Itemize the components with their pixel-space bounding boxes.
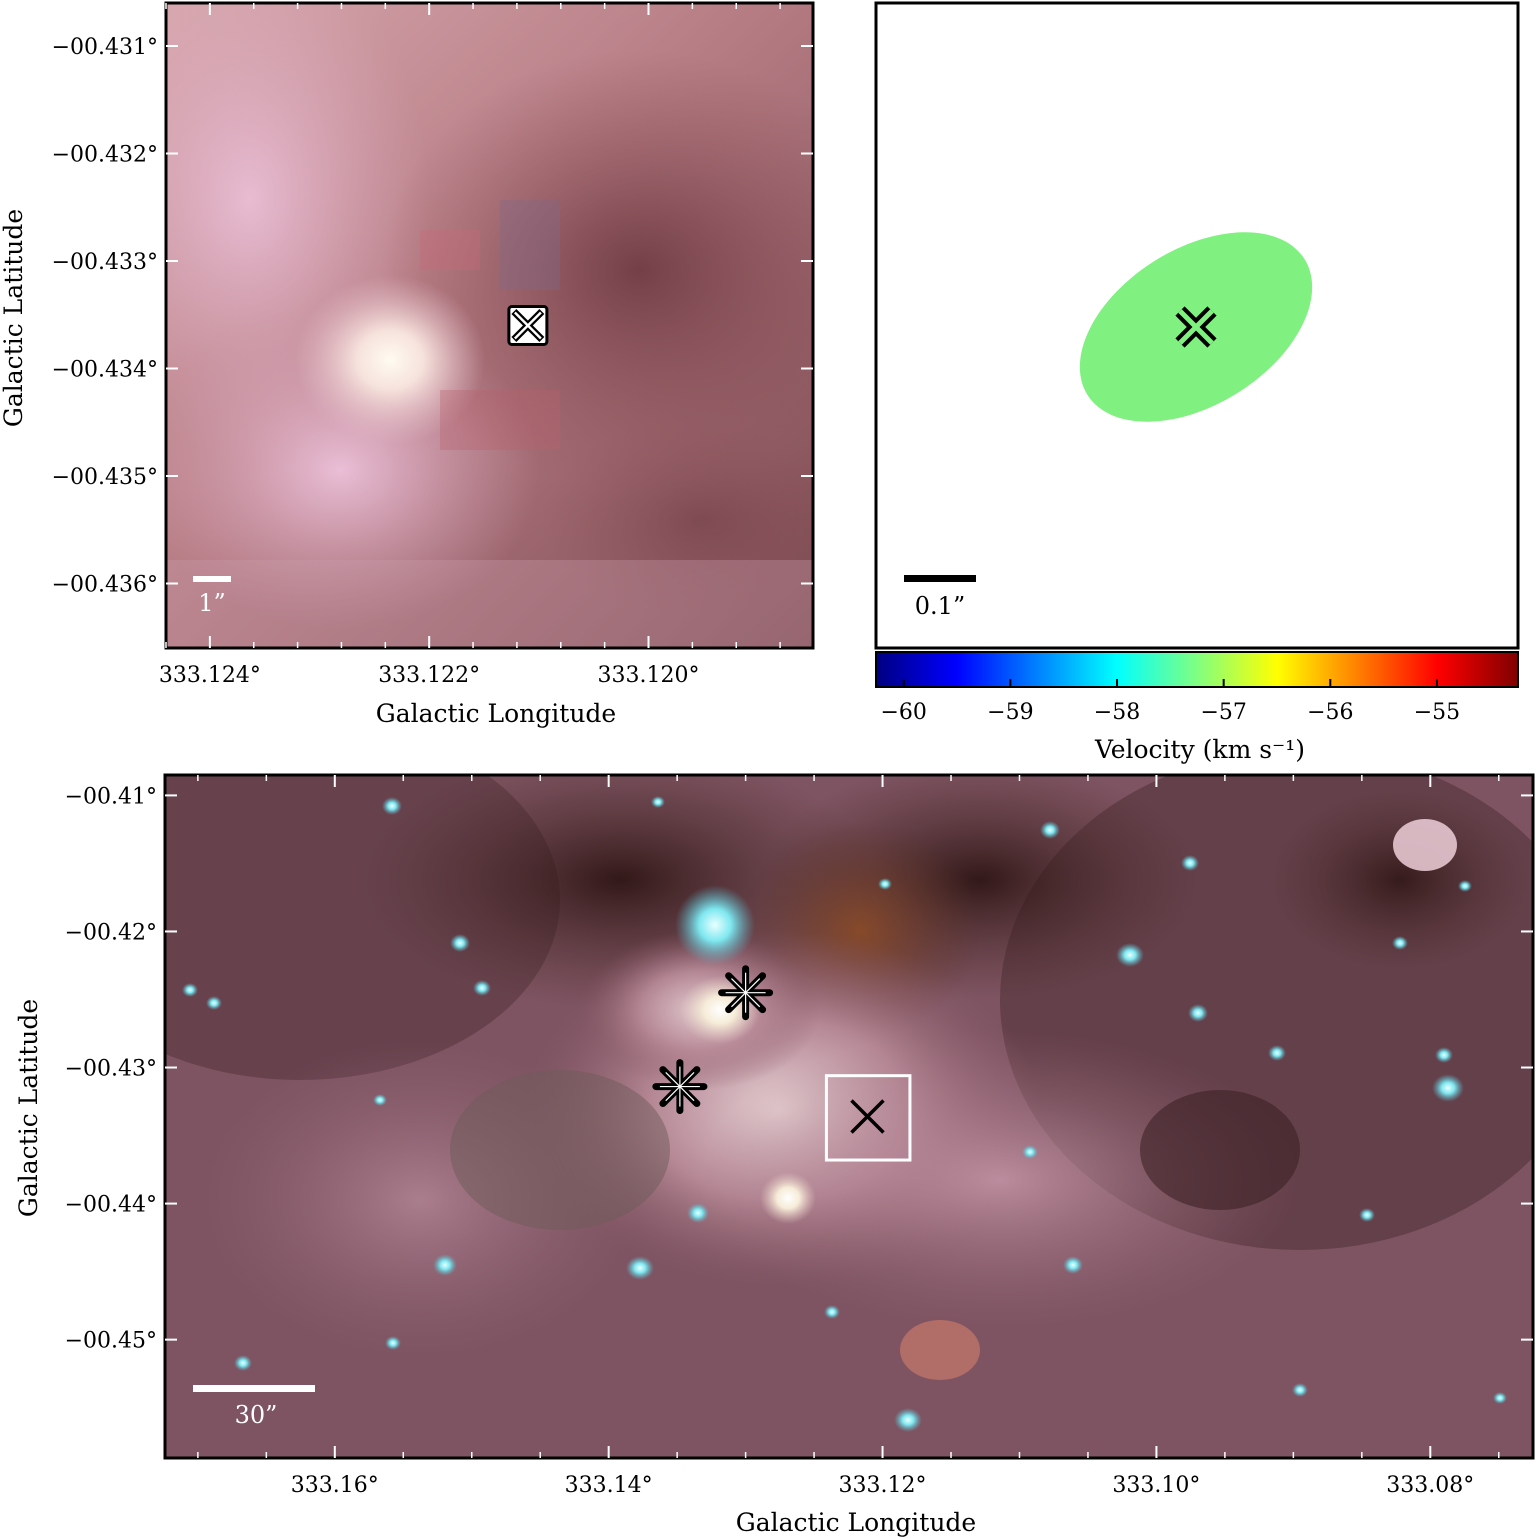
colorbar-tick-label: −55 — [1414, 700, 1460, 725]
top-left-y-tick-label: −00.432° — [52, 143, 158, 168]
bottom-asterisk-marker — [652, 1059, 708, 1115]
bottom-y-tick-label: −00.41° — [65, 784, 157, 809]
top-left-ticks — [165, 3, 813, 648]
panel-top-left: −00.431° −00.432° −00.433° −00.434° −00.435°… — [0, 1, 815, 728]
bottom-x-tick-label: 333.14° — [565, 1473, 653, 1498]
top-left-x-tick-label: 333.120° — [598, 663, 700, 688]
colorbar-ticks — [902, 679, 1438, 687]
top-left-y-axis-title: Galactic Latitude — [0, 209, 28, 427]
bottom-scale-bar — [193, 1385, 315, 1392]
top-left-x-tick-label: 333.122° — [378, 663, 480, 688]
bottom-y-tick-label: −00.45° — [65, 1329, 157, 1354]
bottom-image — [165, 775, 1533, 1458]
top-left-x-tick-label: 333.124° — [159, 663, 261, 688]
top-left-y-tick-label: −00.435° — [52, 465, 158, 490]
top-left-scale-label: 1” — [198, 589, 226, 617]
panel-bottom: −00.41° −00.42° −00.43° −00.44° −00.45° 333.… — [14, 773, 1535, 1537]
colorbar-tick-label: −57 — [1200, 700, 1246, 725]
top-left-x-axis-title: Galactic Longitude — [376, 699, 616, 728]
bottom-x-marker — [850, 1099, 885, 1134]
top-left-frame — [164, 1, 815, 650]
bottom-markers — [652, 965, 885, 1134]
top-right-scale-bar — [904, 575, 976, 582]
top-left-y-tick-label: −00.436° — [52, 573, 158, 598]
bottom-scale-label: 30” — [235, 1401, 278, 1429]
panel-top-right: 0.1” −60 −59 −58 −57 −56 −55 Velocity (km s⁻¹… — [874, 1, 1520, 764]
colorbar-tick-label: −59 — [987, 700, 1033, 725]
bottom-asterisk-marker — [718, 965, 774, 1021]
top-left-y-tick-label: −00.433° — [52, 250, 158, 275]
top-right-marker-x — [1175, 306, 1217, 348]
top-left-y-tick-label: −00.434° — [52, 358, 158, 383]
bottom-x-tick-label: 333.10° — [1112, 1473, 1200, 1498]
bottom-y-tick-labels: −00.41° −00.42° −00.43° −00.44° −00.45° — [65, 784, 157, 1353]
top-left-source-marker — [507, 305, 549, 346]
colorbar-tick-label: −56 — [1307, 700, 1353, 725]
colorbar-label: Velocity (km s⁻¹) — [1094, 735, 1305, 764]
bottom-ticks — [165, 775, 1533, 1458]
bottom-y-tick-label: −00.44° — [65, 1193, 157, 1218]
colorbar-tick-labels: −60 −59 −58 −57 −56 −55 — [881, 700, 1461, 725]
top-left-y-tick-labels: −00.431° −00.432° −00.433° −00.434° −00.435°… — [52, 35, 158, 598]
bottom-x-tick-labels: 333.16° 333.14° 333.12° 333.10° 333.08° — [291, 1473, 1474, 1498]
bottom-y-tick-label: −00.43° — [65, 1057, 157, 1082]
bottom-y-axis-title: Galactic Latitude — [14, 999, 43, 1217]
bottom-y-tick-label: −00.42° — [65, 920, 157, 945]
bottom-x-tick-label: 333.08° — [1386, 1473, 1474, 1498]
x-stroke — [850, 1099, 885, 1134]
bottom-x-tick-label: 333.16° — [291, 1473, 379, 1498]
top-right-scale-label: 0.1” — [915, 592, 965, 620]
zoom-region-box — [824, 1074, 912, 1162]
colorbar-tick-label: −60 — [881, 700, 927, 725]
asterisk-arm-core — [731, 978, 761, 1008]
top-left-image — [166, 3, 813, 648]
asterisk-arm-core — [665, 1072, 695, 1102]
top-left-scale-bar — [193, 576, 231, 582]
top-left-markers — [507, 305, 549, 346]
bottom-x-tick-label: 333.12° — [839, 1473, 927, 1498]
colorbar — [875, 651, 1519, 688]
bottom-x-axis-title: Galactic Longitude — [736, 1508, 976, 1537]
bottom-frame — [163, 773, 1535, 1460]
marker-x-core — [513, 311, 542, 340]
top-left-y-tick-label: −00.431° — [52, 35, 158, 60]
colorbar-tick-label: −58 — [1094, 700, 1140, 725]
top-left-x-tick-labels: 333.124° 333.122° 333.120° — [159, 663, 700, 688]
